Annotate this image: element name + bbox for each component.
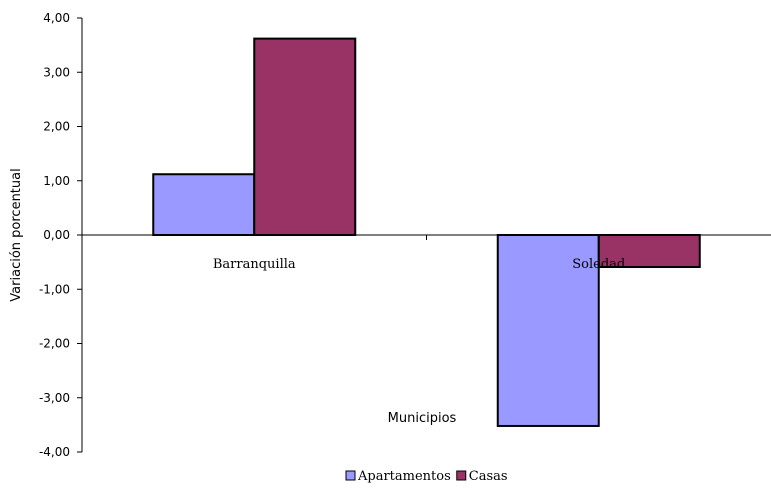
y-axis-title: Variación porcentual — [9, 168, 24, 301]
legend-label-casas: Casas — [469, 469, 508, 484]
y-tick-label: 4,00 — [43, 11, 70, 25]
bar-apartamentos-barranquilla — [152, 173, 256, 237]
y-tick-label: -3,00 — [39, 391, 70, 405]
x-category-label: Barranquilla — [213, 257, 296, 272]
legend-label-apartamentos: Apartamentos — [357, 469, 451, 484]
y-tick-label: -1,00 — [39, 282, 70, 296]
legend: Apartamentos Casas — [345, 469, 508, 484]
bars — [152, 37, 701, 427]
legend-swatch-casas — [456, 470, 467, 481]
y-tick-label: 3,00 — [43, 65, 70, 79]
x-axis: Barranquilla Soledad — [82, 234, 771, 272]
y-tick-label: 2,00 — [43, 120, 70, 134]
y-axis: 4,00 3,00 2,00 1,00 0,00 -1,00 -2,00 -3,00 -4,00 — [39, 11, 83, 459]
legend-swatch-apartamentos — [345, 470, 356, 481]
y-tick-label: 1,00 — [43, 174, 70, 188]
x-category-label: Soledad — [572, 257, 625, 272]
x-axis-title: Municipios — [388, 411, 457, 426]
y-tick-label: -4,00 — [39, 445, 70, 459]
bar-casas-barranquilla — [253, 37, 357, 236]
y-tick-label: 0,00 — [43, 228, 70, 242]
y-tick-label: -2,00 — [39, 337, 70, 351]
